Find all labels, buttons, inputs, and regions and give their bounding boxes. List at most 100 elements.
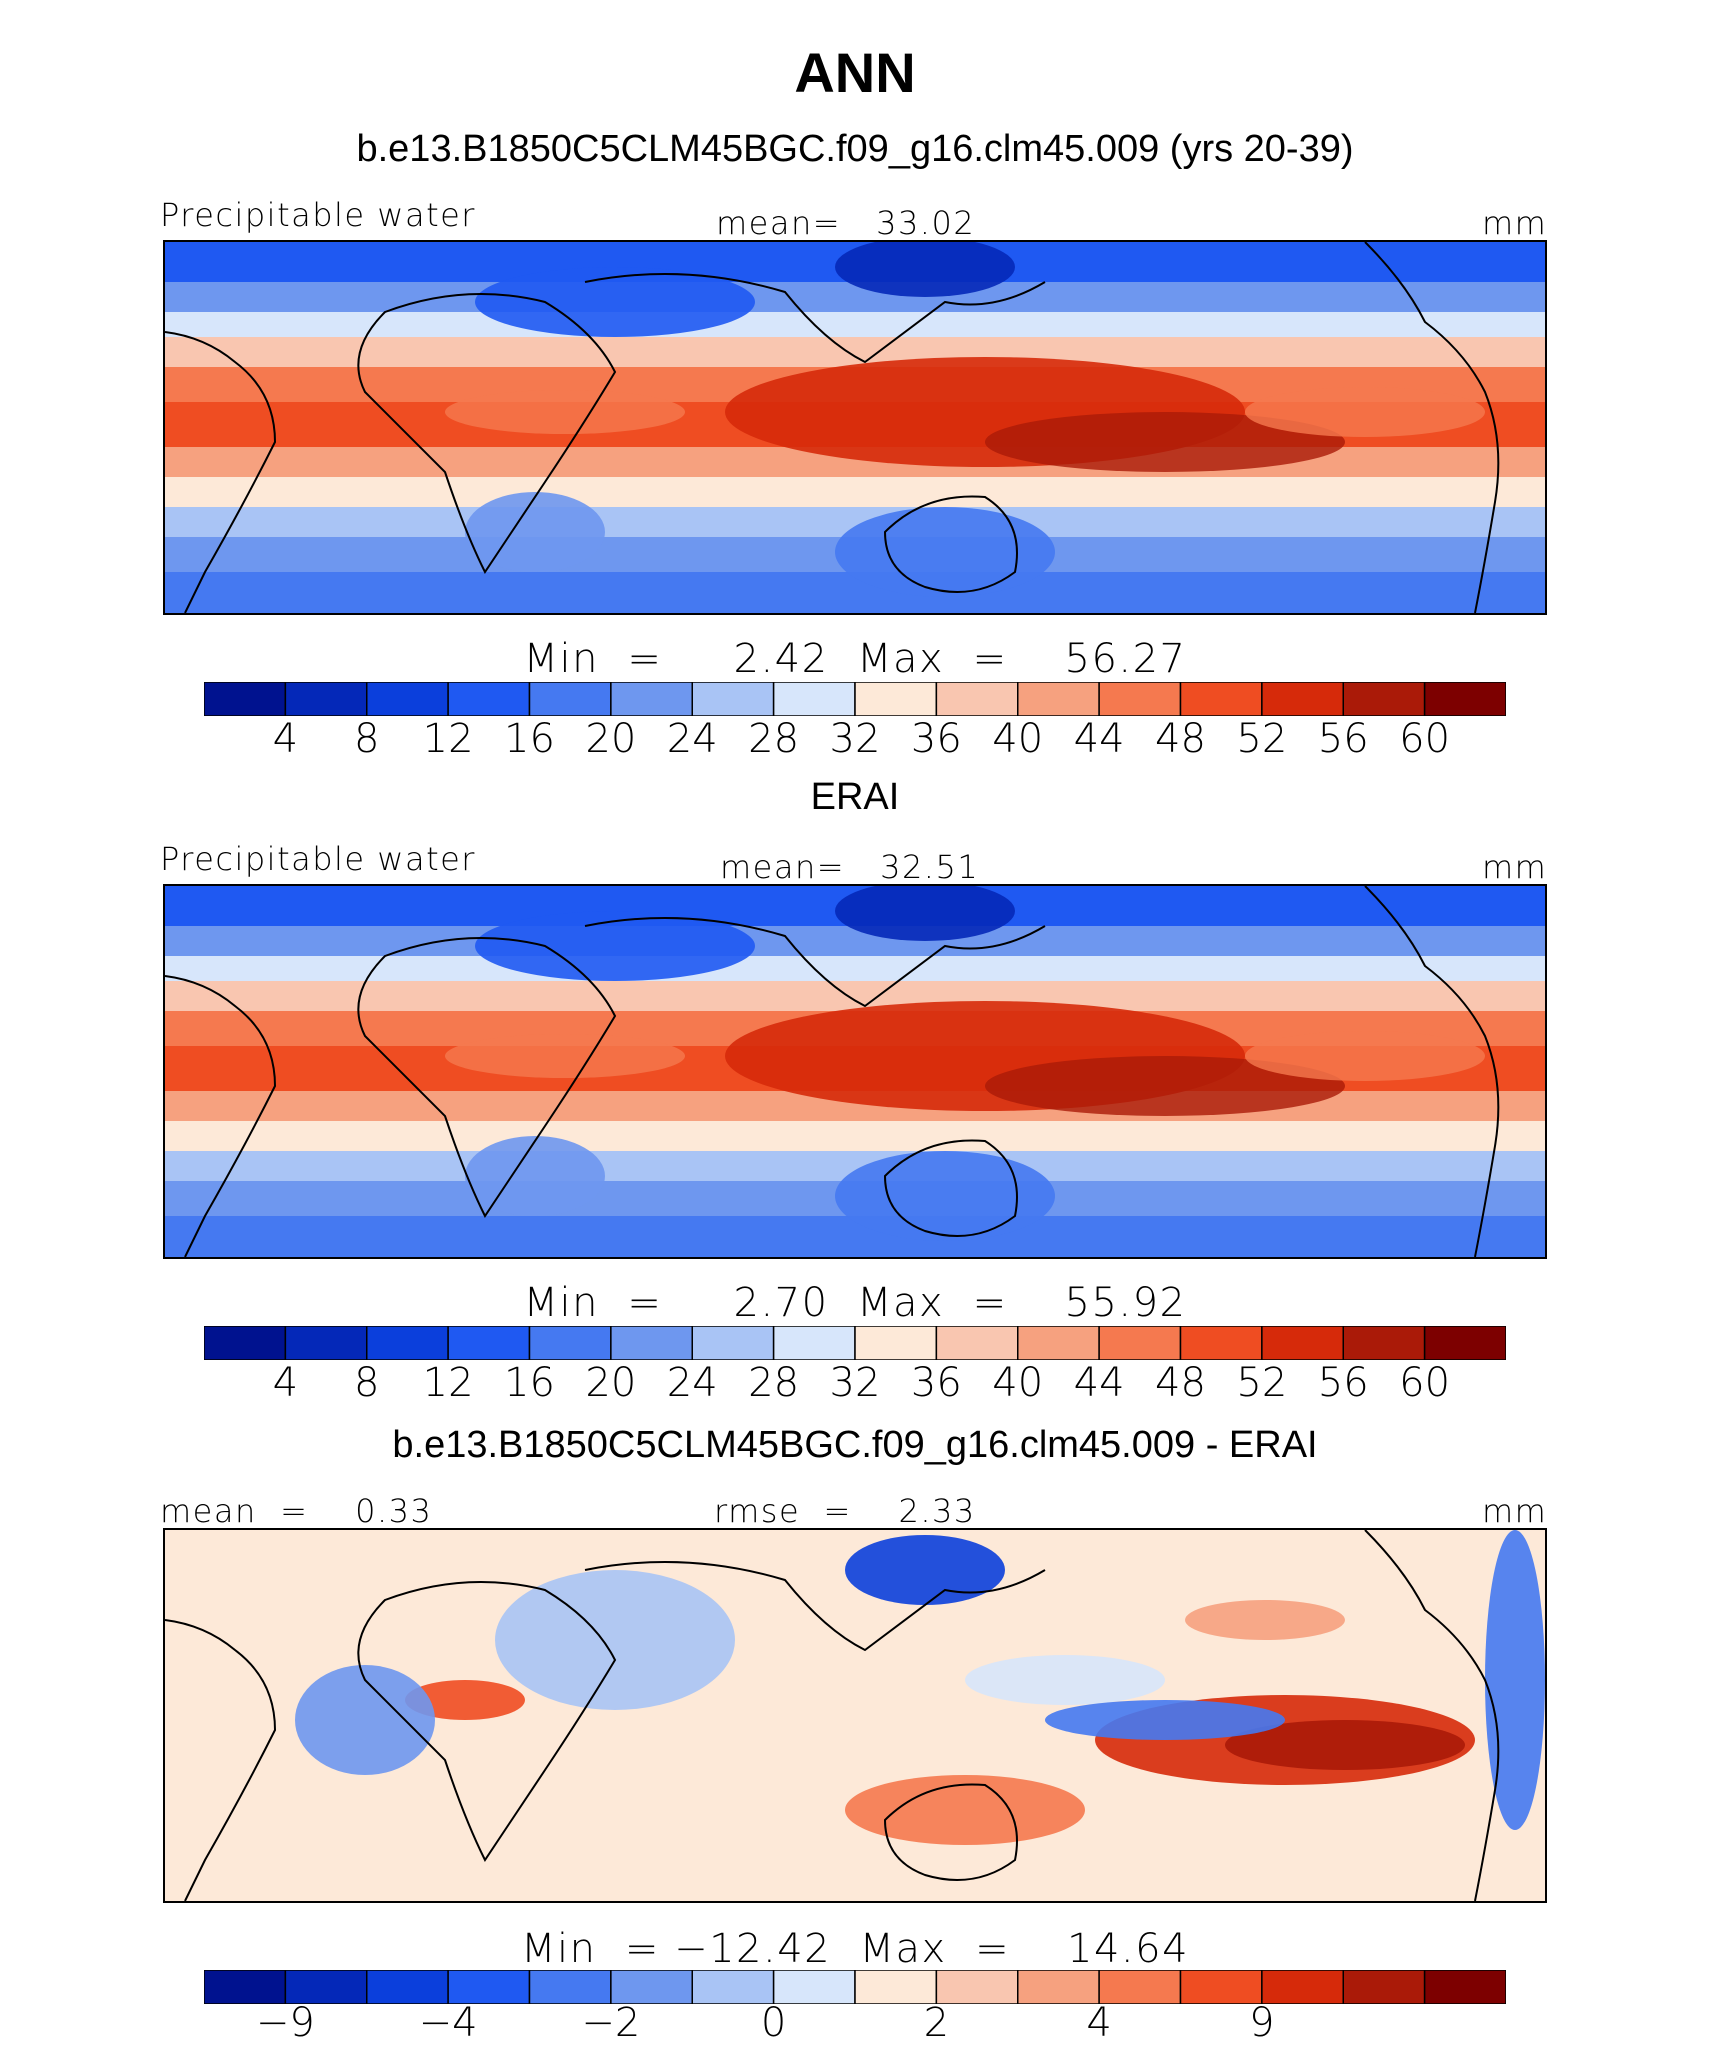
colorbar-swatch [528, 682, 612, 716]
colorbar-swatch [1098, 1326, 1182, 1360]
panel-1-colorbar-ticks: 4 8 12 16 20 24 28 32 36 40 44 48 52 56 60 [0, 716, 1710, 766]
colorbar-tick-label: 48 [1155, 716, 1206, 762]
colorbar-swatch [366, 1326, 449, 1360]
colorbar-tick-label: 40 [992, 1360, 1044, 1406]
colorbar-swatch [854, 682, 938, 716]
colorbar-swatch [447, 1970, 531, 2004]
panel-1-mean-label: mean= 33.02 [716, 204, 976, 242]
panel-2-units-label: mm [1482, 848, 1548, 886]
colorbar-tick-label: 8 [354, 716, 380, 762]
colorbar-tick-label: 28 [748, 716, 800, 762]
panel-3-units-label: mm [1482, 1492, 1548, 1530]
colorbar-tick-label: 16 [504, 716, 555, 762]
colorbar-swatch [691, 1326, 775, 1360]
colorbar-swatch [610, 1970, 693, 2004]
colorbar-swatch [1342, 1326, 1426, 1360]
panel-1-variable-label: Precipitable water [160, 196, 476, 234]
colorbar-swatch [528, 1326, 612, 1360]
main-title: ANN [794, 41, 916, 104]
colorbar-swatch [366, 682, 449, 716]
colorbar-swatch [204, 1970, 287, 2004]
colorbar-swatch [1342, 682, 1426, 716]
panel-2-mean-label: mean= 32.51 [720, 848, 980, 886]
colorbar-tick-label: 52 [1236, 716, 1288, 762]
colorbar-swatch [691, 682, 775, 716]
panel-1-map [163, 240, 1547, 615]
colorbar-tick-label: 56 [1317, 1360, 1369, 1406]
colorbar-tick-label: 4 [1086, 2000, 1112, 2046]
colorbar-tick-label: 52 [1236, 1360, 1288, 1406]
colorbar-swatch [447, 682, 531, 716]
colorbar-swatch [935, 1326, 1019, 1360]
colorbar-swatch [935, 682, 1019, 716]
colorbar-swatch [284, 1326, 368, 1360]
panel-3-minmax: Min = −12.42 Max = 14.64 [520, 1926, 1190, 1972]
panel-3-map [163, 1528, 1547, 1903]
colorbar-swatch [284, 682, 368, 716]
colorbar-tick-label: 8 [354, 1360, 380, 1406]
colorbar-swatch [1017, 1970, 1100, 2004]
colorbar-swatch [772, 682, 856, 716]
colorbar-tick-label: 36 [910, 716, 962, 762]
colorbar-tick-label: 9 [1249, 2000, 1275, 2046]
colorbar-tick-label: 28 [748, 1360, 800, 1406]
colorbar-swatch [1179, 1970, 1263, 2004]
colorbar-swatch [1098, 682, 1182, 716]
panel-3-rmse-label: rmse = 2.33 [714, 1492, 976, 1530]
colorbar-tick-label: 12 [422, 1360, 474, 1406]
colorbar-tick-label: 24 [666, 716, 718, 762]
colorbar-tick-label: −9 [255, 2000, 315, 2046]
colorbar-tick-label: 0 [760, 2000, 787, 2046]
colorbar-tick-label: 4 [272, 716, 299, 762]
colorbar-tick-label: −2 [581, 2000, 641, 2046]
panel-1-minmax: Min = 2.42 Max = 56.27 [523, 636, 1187, 682]
colorbar-swatch [1342, 1970, 1426, 2004]
colorbar-tick-label: 20 [585, 716, 637, 762]
panel-3-mean-label: mean = 0.33 [160, 1492, 433, 1530]
colorbar-swatch [1017, 682, 1100, 716]
panel-3-colorbar-ticks: −9 −4 −2 0 2 4 9 [0, 2000, 1710, 2050]
colorbar-tick-label: 32 [829, 1360, 881, 1406]
colorbar-swatch [1261, 1970, 1344, 2004]
panel-3-colorbar [204, 1970, 1506, 2004]
colorbar-tick-label: 60 [1399, 716, 1451, 762]
colorbar-swatch [1179, 682, 1263, 716]
colorbar-swatch [1423, 1326, 1506, 1360]
colorbar-swatch [854, 1970, 938, 2004]
colorbar-tick-label: 44 [1073, 716, 1125, 762]
colorbar-swatch [204, 682, 287, 716]
colorbar-tick-label: 60 [1399, 1360, 1451, 1406]
colorbar-swatch [204, 1326, 287, 1360]
colorbar-tick-label: 4 [272, 1360, 299, 1406]
colorbar-swatch [1179, 1326, 1263, 1360]
panel-2-colorbar [204, 1326, 1506, 1360]
colorbar-tick-label: 56 [1317, 716, 1369, 762]
colorbar-swatch [1098, 1970, 1182, 2004]
colorbar-swatch [366, 1970, 449, 2004]
colorbar-tick-label: 24 [666, 1360, 718, 1406]
colorbar-swatch [284, 1970, 368, 2004]
colorbar-swatch [854, 1326, 938, 1360]
colorbar-swatch [1423, 1970, 1506, 2004]
colorbar-tick-label: 16 [504, 1360, 555, 1406]
colorbar-swatch [528, 1970, 612, 2004]
panel-2-colorbar-ticks: 4 8 12 16 20 24 28 32 36 40 44 48 52 56 60 [0, 1360, 1710, 1410]
panel-2-map [163, 884, 1547, 1259]
colorbar-swatch [610, 1326, 693, 1360]
panel-3-title: b.e13.B1850C5CLM45BGC.f09_g16.clm45.009 … [392, 1424, 1318, 1466]
colorbar-swatch [1017, 1326, 1100, 1360]
colorbar-swatch [772, 1970, 856, 2004]
colorbar-tick-label: 36 [910, 1360, 962, 1406]
colorbar-tick-label: 48 [1155, 1360, 1206, 1406]
colorbar-swatch [691, 1970, 775, 2004]
colorbar-swatch [935, 1970, 1019, 2004]
colorbar-tick-label: 2 [923, 2000, 950, 2046]
colorbar-swatch [772, 1326, 856, 1360]
panel-2-minmax: Min = 2.70 Max = 55.92 [523, 1280, 1187, 1326]
colorbar-tick-label: 32 [829, 716, 881, 762]
colorbar-swatch [447, 1326, 531, 1360]
colorbar-tick-label: 12 [422, 716, 474, 762]
panel-1-title: b.e13.B1850C5CLM45BGC.f09_g16.clm45.009 … [356, 128, 1354, 170]
panel-2-title: ERAI [810, 776, 900, 818]
colorbar-swatch [1261, 1326, 1344, 1360]
